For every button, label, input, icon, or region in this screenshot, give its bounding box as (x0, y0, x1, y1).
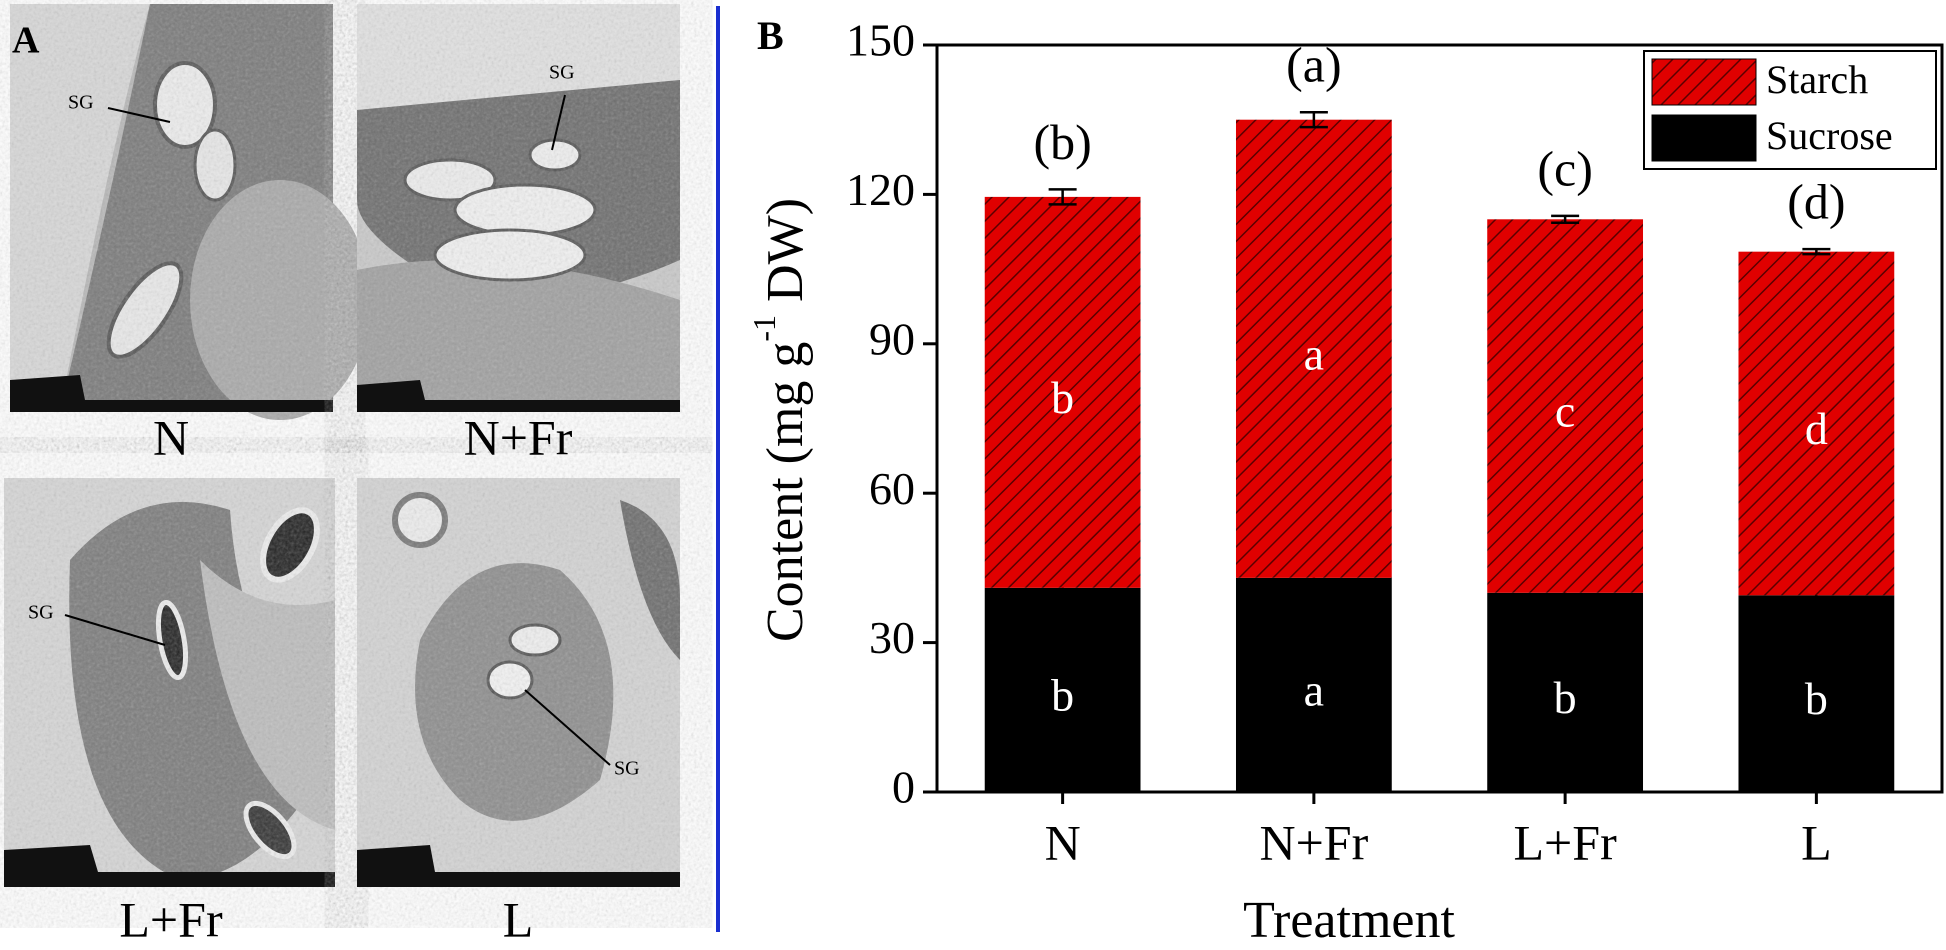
image-caption: N (153, 409, 189, 465)
y-tick-label: 120 (846, 164, 915, 215)
sg-label: SG (68, 92, 94, 114)
bar-segment (984, 196, 1141, 588)
bar-segment (1487, 219, 1644, 593)
panel-label: B (757, 13, 784, 58)
y-axis-title-part: DW) (757, 198, 814, 315)
group-letter: (c) (1537, 140, 1593, 196)
group-letter: (d) (1787, 174, 1845, 230)
image-caption: L (503, 891, 534, 947)
bar-segment (984, 587, 1141, 792)
x-tick-label: N (1045, 814, 1081, 870)
group-letter: (b) (1033, 114, 1091, 170)
x-tick-label: L (1801, 814, 1832, 870)
legend-swatch (1651, 58, 1757, 106)
sg-label: SG (614, 758, 640, 780)
x-tick-label: N+Fr (1259, 814, 1368, 870)
y-tick-label: 60 (869, 463, 915, 514)
segment-letter: d (1805, 403, 1828, 454)
segment-letter: b (1805, 673, 1828, 724)
legend-swatch (1651, 114, 1757, 162)
segment-letter: c (1555, 386, 1575, 437)
segment-letter: b (1554, 672, 1577, 723)
plot-frame (935, 43, 1944, 794)
x-axis-title: Treatment (1243, 892, 1455, 949)
sg-label: SG (28, 602, 54, 624)
micrograph-n-fr: SG (357, 4, 680, 412)
y-tick-label: 30 (869, 612, 915, 663)
bar-segment (1738, 251, 1895, 596)
y-tick-label: 0 (892, 762, 915, 813)
x-tick-label: L+Fr (1514, 814, 1618, 870)
segment-letter: a (1304, 664, 1324, 715)
bar-segment (1235, 577, 1392, 792)
segment-letter: b (1051, 372, 1074, 423)
micrograph-n: SG (10, 4, 370, 420)
y-axis-title-part: Content (mg g (757, 342, 814, 642)
image-caption: N+Fr (464, 409, 573, 465)
y-tick-label: 150 (846, 15, 915, 66)
panel-label: A (12, 20, 40, 62)
bar-segment (1738, 595, 1895, 792)
image-caption: L+Fr (119, 891, 223, 947)
bar-segment (1487, 592, 1644, 792)
y-axis-title-sup: -1 (746, 315, 782, 342)
y-tick-label: 90 (869, 313, 915, 364)
micrograph-l: SG (357, 478, 680, 887)
legend-label: Starch (1766, 57, 1868, 102)
legend-label: Sucrose (1766, 113, 1893, 158)
y-axis-title: Content (mg g-1 DW) (746, 198, 814, 642)
segment-letter: a (1304, 328, 1324, 379)
segment-letter: b (1051, 669, 1074, 720)
micrograph-l-fr: SG (4, 478, 335, 887)
sg-label: SG (549, 62, 575, 84)
bar-segment (1235, 119, 1392, 578)
